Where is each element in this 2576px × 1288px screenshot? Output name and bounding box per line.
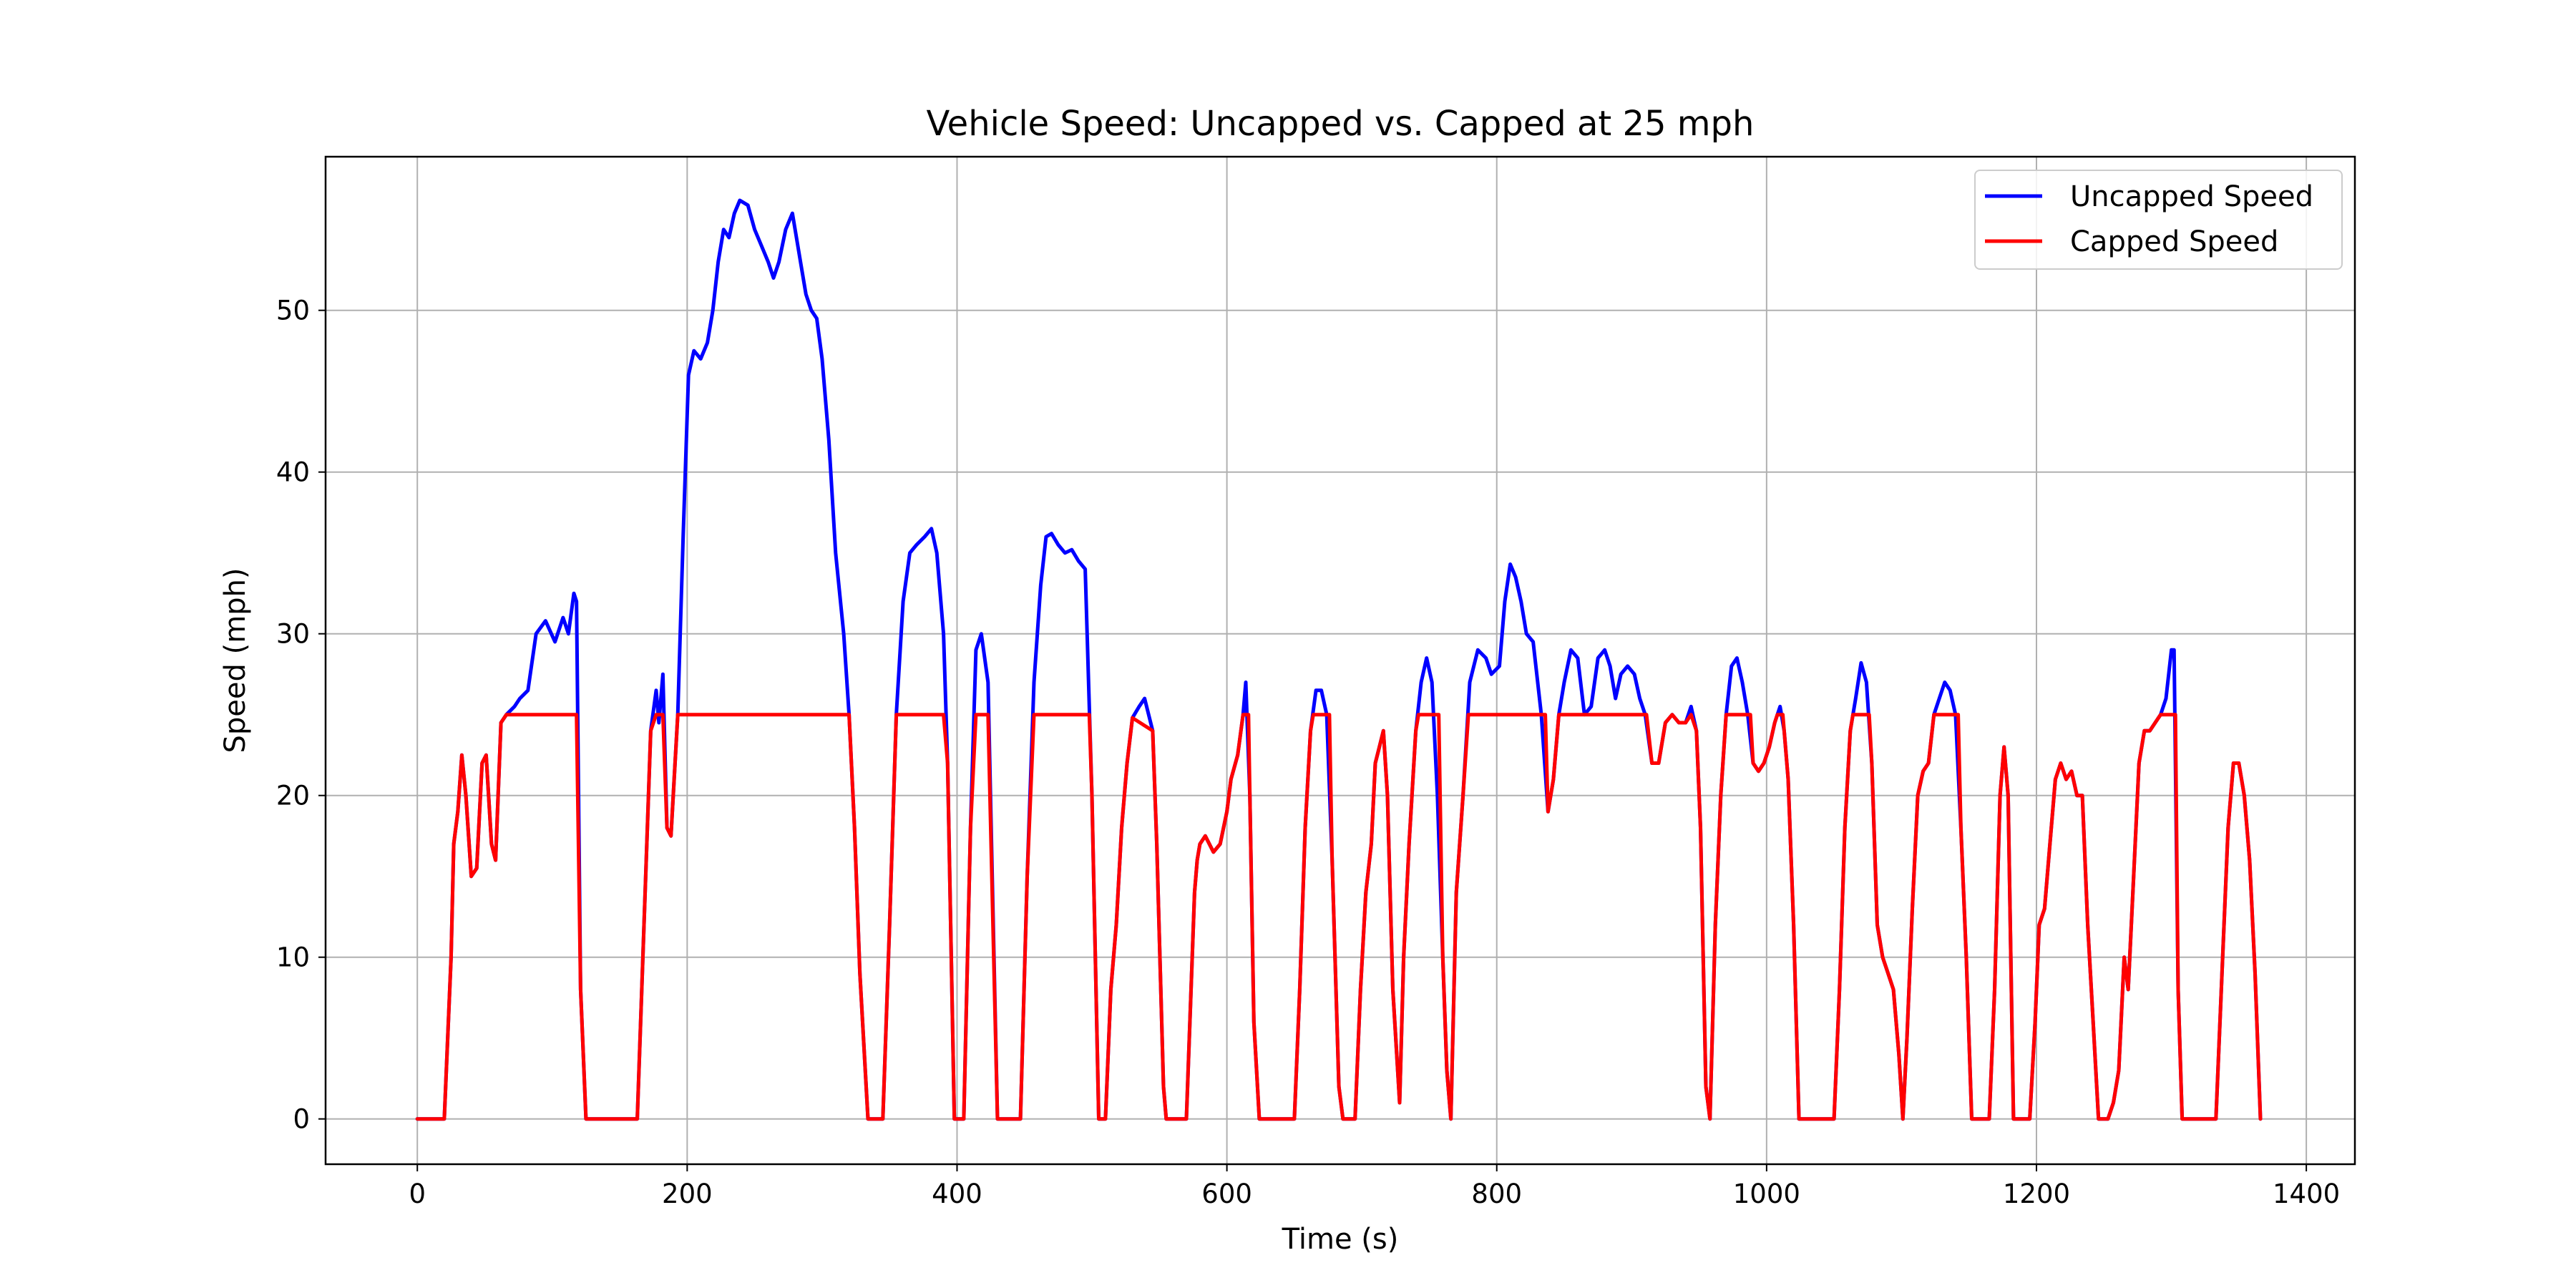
x-axis-title: Time (s) [1282,1223,1399,1256]
series-lines [415,198,2263,1121]
x-tick-label: 1200 [2003,1179,2070,1209]
x-tick-label: 0 [409,1179,426,1209]
axis-ticks: 0 200 400 600 800 1000 1200 1400 0 10 20 30 40 50 [276,296,2340,1209]
x-tick-label: 400 [932,1179,982,1209]
legend-label-capped: Capped Speed [2070,225,2278,258]
x-tick-label: 1000 [1733,1179,1800,1209]
y-tick-label: 0 [293,1104,310,1135]
plot-frame [324,155,2356,1166]
x-tick-label: 200 [662,1179,713,1209]
y-tick-label: 40 [276,457,310,488]
y-tick-label: 20 [276,781,310,811]
y-tick-label: 50 [276,296,310,326]
chart-title: Vehicle Speed: Uncapped vs. Capped at 25… [927,104,1755,144]
series-line-capped-speed [415,713,2263,1121]
y-tick-label: 10 [276,942,310,973]
x-tick-label: 1400 [2273,1179,2340,1209]
y-axis-title: Speed (mph) [219,567,252,753]
y-tick-label: 30 [276,619,310,650]
legend-label-uncapped: Uncapped Speed [2070,180,2313,213]
legend: Uncapped Speed Capped Speed [1974,170,2343,270]
x-tick-label: 600 [1201,1179,1252,1209]
x-tick-label: 800 [1471,1179,1522,1209]
legend-box [1974,170,2343,270]
gridlines [326,157,2355,1164]
